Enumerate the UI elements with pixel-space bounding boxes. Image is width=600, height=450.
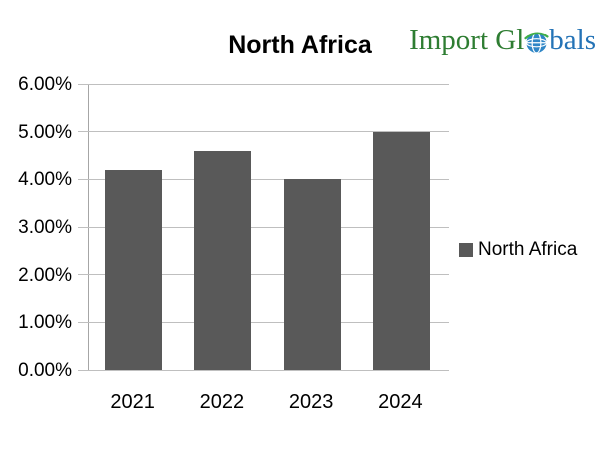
globe-icon bbox=[524, 31, 549, 54]
y-axis-label: 3.00% bbox=[18, 217, 72, 238]
gridline bbox=[78, 83, 449, 85]
y-axis-label: 5.00% bbox=[18, 121, 72, 143]
bar-2023 bbox=[283, 179, 341, 370]
gridline bbox=[78, 321, 449, 323]
y-axis-label: 2.00% bbox=[18, 264, 72, 286]
logo-text-green: Import Gl bbox=[409, 24, 525, 56]
logo-text-blue: bals bbox=[549, 24, 596, 56]
x-axis-label: 2022 bbox=[199, 391, 245, 413]
x-axis-label: 2021 bbox=[110, 391, 155, 413]
y-axis-label: 1.00% bbox=[18, 312, 72, 334]
y-axis-label: 0.00% bbox=[18, 360, 72, 381]
bar-2021 bbox=[105, 169, 163, 370]
legend-swatch bbox=[459, 243, 473, 257]
bar-2022 bbox=[194, 150, 252, 370]
legend: North Africa bbox=[459, 239, 577, 261]
import-globals-logo: Import Gl bals bbox=[403, 24, 596, 57]
plot-area bbox=[78, 83, 449, 371]
legend-label: North Africa bbox=[478, 239, 578, 260]
gridline bbox=[78, 178, 449, 180]
y-axis-label: 4.00% bbox=[18, 169, 72, 191]
x-axis-label: 2024 bbox=[378, 391, 423, 413]
gridline bbox=[78, 226, 449, 228]
gridline bbox=[78, 274, 449, 276]
gridline bbox=[78, 131, 449, 133]
y-axis-label: 6.00% bbox=[18, 74, 72, 95]
chart-title: North Africa bbox=[228, 31, 372, 59]
gridline bbox=[78, 369, 449, 371]
x-axis-label: 2023 bbox=[288, 391, 334, 413]
bar-2024 bbox=[372, 131, 430, 370]
